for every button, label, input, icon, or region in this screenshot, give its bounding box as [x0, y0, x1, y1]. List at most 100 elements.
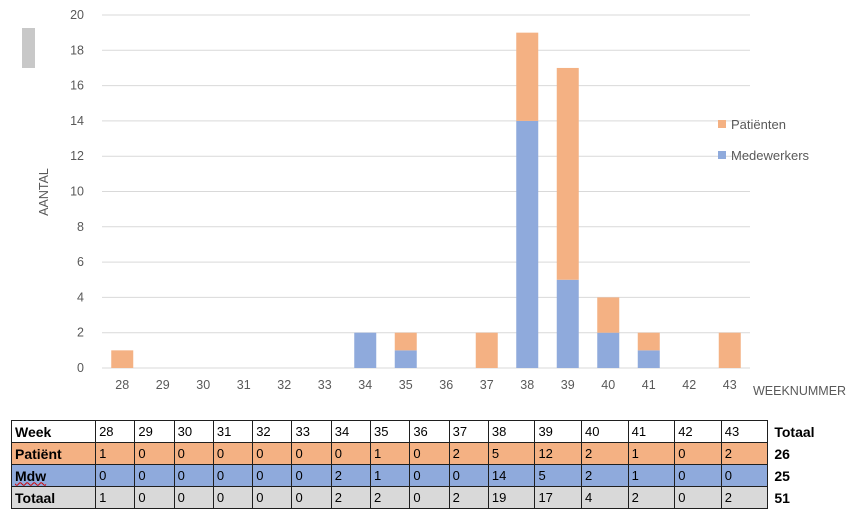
table-cell: 0: [252, 464, 293, 487]
table-cell: 0: [212, 442, 254, 465]
x-tick-label: 36: [439, 378, 453, 392]
legend: Patiënten Medewerkers: [718, 117, 810, 163]
table-cell: 0: [252, 442, 293, 465]
table-cell: 1: [95, 442, 136, 465]
table-cell: 0: [212, 486, 254, 509]
table-cell: 2: [627, 486, 676, 509]
bar-medewerkers-35: [394, 350, 417, 368]
table-cell: 4: [581, 486, 629, 509]
x-tick-label: 31: [237, 378, 251, 392]
bar-patinten-37: [475, 332, 498, 368]
bar-patinten-41: [637, 332, 660, 351]
x-axis-title: WEEKNUMMER: [753, 384, 846, 398]
x-tick-label: 33: [318, 378, 332, 392]
table-cell: 0: [674, 442, 722, 465]
bar-patinten-43: [718, 332, 741, 368]
table-cell: 39: [534, 420, 583, 443]
bar-patinten-28: [111, 350, 134, 368]
legend-label-patienten: Patiënten: [731, 117, 786, 132]
table-cell: 1: [370, 464, 411, 487]
y-tick-label: 6: [77, 255, 84, 269]
table-cell: 5: [487, 442, 536, 465]
x-axis-ticks: 28 29 30 31 32 33 34 35 36 37 38 39 40 41 42 43: [115, 378, 736, 392]
table-cell: 1: [370, 442, 411, 465]
row-total: Totaal: [767, 420, 863, 443]
table-cell: 0: [134, 486, 175, 509]
table-cell: 0: [134, 464, 175, 487]
x-tick-label: 29: [156, 378, 170, 392]
decorative-grey-block: [22, 28, 35, 68]
x-tick-label: 35: [399, 378, 413, 392]
table-cell: 0: [291, 486, 332, 509]
row-label-text: Mdw: [15, 467, 47, 484]
x-tick-label: 43: [723, 378, 737, 392]
table-cell: 30: [173, 420, 214, 443]
table-cell: 42: [674, 420, 722, 443]
table-cell: 2: [720, 486, 769, 509]
table-cell: 2: [581, 442, 629, 465]
table-cell: 0: [134, 442, 175, 465]
row-label: Patiënt: [10, 442, 97, 465]
table-row: Totaal 1 0 0 0 0 0 2 2 0 2 19 17 4 2 0 2 51: [10, 486, 863, 509]
row-label: Week: [10, 420, 97, 443]
y-tick-label: 0: [77, 361, 84, 375]
table-cell: 5: [534, 464, 583, 487]
table-cell: 36: [409, 420, 450, 443]
table-cell: 31: [212, 420, 254, 443]
table-cell: 29: [134, 420, 175, 443]
table-cell: 0: [173, 442, 214, 465]
legend-label-medewerkers: Medewerkers: [731, 148, 810, 163]
table-cell: 0: [291, 464, 332, 487]
row-total: 26: [767, 442, 863, 465]
table-cell: 19: [487, 486, 536, 509]
table-cell: 34: [330, 420, 372, 443]
table-cell: 41: [627, 420, 676, 443]
y-tick-label: 12: [70, 149, 84, 163]
y-tick-label: 4: [77, 290, 84, 304]
bar-patinten-40: [597, 297, 620, 333]
table-cell: 1: [627, 442, 676, 465]
legend-swatch-patienten: [718, 120, 726, 128]
table-cell: 0: [409, 486, 450, 509]
table-cell: 0: [252, 486, 293, 509]
row-total: 25: [767, 464, 863, 487]
table-row: Week 28 29 30 31 32 33 34 35 36 37 38 39 40 41 42 43 Tota…: [10, 420, 863, 443]
bars: [111, 32, 741, 369]
x-tick-label: 42: [682, 378, 696, 392]
table-cell: 14: [487, 464, 536, 487]
table-row: Mdw 0 0 0 0 0 0 2 1 0 0 14 5 2 1 0 0 25: [10, 464, 863, 487]
table-cell: 40: [581, 420, 629, 443]
row-label: Mdw: [10, 464, 97, 487]
table-cell: 0: [409, 464, 450, 487]
table-cell: 1: [95, 486, 136, 509]
table-cell: 35: [370, 420, 411, 443]
gridlines: [102, 14, 750, 369]
table-cell: 0: [720, 464, 769, 487]
y-tick-label: 8: [77, 220, 84, 234]
bar-medewerkers-34: [354, 332, 377, 368]
table-cell: 12: [534, 442, 583, 465]
data-table: Week 28 29 30 31 32 33 34 35 36 37 38 39 40 41 42 43 Tota…: [10, 420, 863, 509]
table-cell: 28: [95, 420, 136, 443]
table-cell: 2: [720, 442, 769, 465]
bar-medewerkers-41: [637, 350, 660, 368]
table-cell: 0: [448, 464, 489, 487]
bar-patinten-35: [394, 332, 417, 351]
x-tick-label: 34: [358, 378, 372, 392]
y-tick-label: 14: [70, 114, 84, 128]
table-cell: 2: [448, 442, 489, 465]
x-tick-label: 37: [480, 378, 494, 392]
y-tick-label: 20: [70, 8, 84, 22]
x-tick-label: 40: [601, 378, 615, 392]
table-cell: 0: [674, 486, 722, 509]
bar-patinten-38: [516, 32, 539, 121]
table-cell: 2: [448, 486, 489, 509]
table-cell: 0: [291, 442, 332, 465]
table-cell: 0: [173, 464, 214, 487]
y-tick-label: 18: [70, 43, 84, 57]
y-axis-title: AANTAL: [37, 168, 51, 216]
table-cell: 0: [674, 464, 722, 487]
table-cell: 0: [330, 442, 372, 465]
table-cell: 2: [330, 486, 372, 509]
table-cell: 2: [370, 486, 411, 509]
